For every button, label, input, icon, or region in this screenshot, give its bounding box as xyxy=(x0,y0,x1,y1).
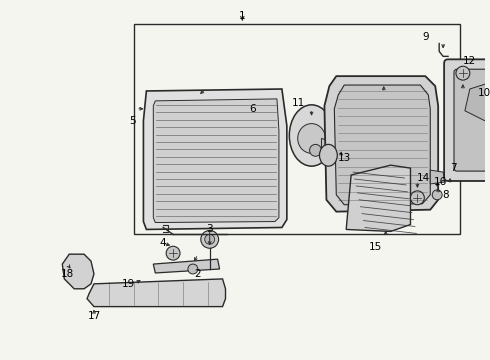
Circle shape xyxy=(166,246,180,260)
Circle shape xyxy=(310,144,321,156)
Polygon shape xyxy=(62,254,94,289)
Text: 15: 15 xyxy=(369,242,383,252)
Polygon shape xyxy=(346,165,411,231)
Text: 7: 7 xyxy=(450,163,456,173)
Text: 18: 18 xyxy=(61,269,74,279)
Ellipse shape xyxy=(289,105,334,166)
Text: 17: 17 xyxy=(87,311,100,321)
Polygon shape xyxy=(465,81,490,121)
FancyBboxPatch shape xyxy=(454,69,490,171)
Circle shape xyxy=(188,264,198,274)
Text: 11: 11 xyxy=(292,98,305,108)
Text: 8: 8 xyxy=(442,190,448,200)
Bar xyxy=(134,24,460,234)
Text: 2: 2 xyxy=(195,269,201,279)
FancyBboxPatch shape xyxy=(444,59,490,181)
Polygon shape xyxy=(144,89,287,229)
Circle shape xyxy=(201,230,219,248)
Ellipse shape xyxy=(298,123,325,153)
Circle shape xyxy=(456,66,470,80)
Circle shape xyxy=(411,191,424,205)
Text: 19: 19 xyxy=(122,279,135,289)
Ellipse shape xyxy=(319,144,337,166)
Text: 14: 14 xyxy=(416,173,430,183)
Text: 4: 4 xyxy=(160,238,167,248)
Text: 3: 3 xyxy=(206,224,213,234)
Polygon shape xyxy=(87,279,225,307)
Text: 1: 1 xyxy=(239,11,245,21)
Text: 12: 12 xyxy=(463,56,476,66)
Text: 13: 13 xyxy=(338,153,351,163)
Text: 5: 5 xyxy=(129,116,136,126)
Circle shape xyxy=(432,190,442,200)
Text: 9: 9 xyxy=(422,32,429,41)
Polygon shape xyxy=(153,259,220,273)
Polygon shape xyxy=(153,99,279,222)
Text: 6: 6 xyxy=(249,104,255,114)
Text: 10: 10 xyxy=(478,88,490,98)
Polygon shape xyxy=(324,76,438,212)
Polygon shape xyxy=(430,170,445,184)
Text: 16: 16 xyxy=(434,177,447,187)
Polygon shape xyxy=(321,139,346,155)
Circle shape xyxy=(205,234,215,244)
Polygon shape xyxy=(334,85,430,205)
